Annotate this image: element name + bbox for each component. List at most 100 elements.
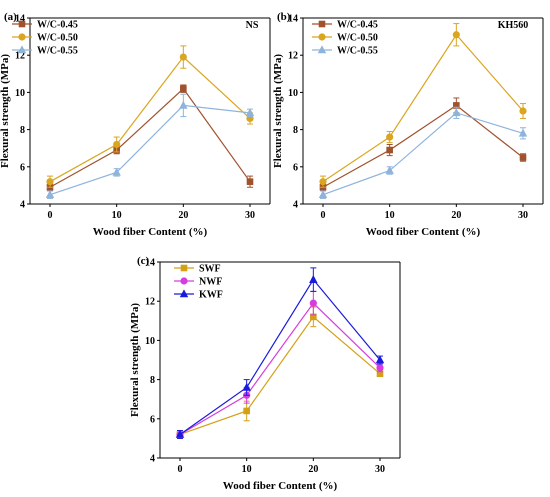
panel-a-y-tick-label: 14 xyxy=(15,14,25,25)
panel-a-legend-label: W/C-0.45 xyxy=(37,20,78,31)
panel-c-x-tick-label: 0 xyxy=(178,464,183,475)
panel-a-legend-label: W/C-0.50 xyxy=(37,33,78,44)
panel-c-data-point xyxy=(309,299,317,307)
panel-c-legend-label: KWF xyxy=(199,290,223,301)
panel-a-data-point xyxy=(246,178,254,185)
panel-b-legend-marker xyxy=(318,33,326,41)
panel-a-x-axis-title: Wood fiber Content (%) xyxy=(93,226,208,238)
panel-a-legend-marker xyxy=(18,20,26,28)
panel-b-y-tick-label: 6 xyxy=(293,162,298,173)
panel-a-data-point xyxy=(179,100,188,109)
panel-b-series-line xyxy=(322,104,524,188)
panel-c-data-point xyxy=(375,355,385,364)
panel-a-legend-marker xyxy=(18,33,26,41)
panel-b-data-point xyxy=(452,31,460,39)
panel-c-data-point xyxy=(376,364,384,372)
panel-b-x-tick-label: 30 xyxy=(518,210,528,221)
panel-b-y-tick-label: 4 xyxy=(293,200,298,211)
panel-b-x-tick-label: 20 xyxy=(451,210,461,221)
panel-b-data-point xyxy=(318,190,328,198)
panel-a-series-1 xyxy=(46,45,254,188)
panel-c-y-axis-title: Flexural strength (MPa) xyxy=(129,303,141,417)
panel-c-legend-label: SWF xyxy=(199,264,221,275)
panel-b-data-point xyxy=(452,108,461,117)
panel-b-y-tick-label: 12 xyxy=(288,51,298,62)
panel-a-x-tick-label: 20 xyxy=(178,210,188,221)
panel-b-data-point xyxy=(386,133,394,141)
panel-c: 4 6 8 10 12 14 0 10 20 30 Wood fiber Content (%) Fl… xyxy=(129,255,401,492)
panel-b-data-point xyxy=(518,128,528,137)
panel-b-y-tick-label: 10 xyxy=(288,88,298,99)
panel-c-legend-marker xyxy=(179,289,189,298)
panel-a-series-2 xyxy=(45,93,255,199)
panel-a-y-tick-label: 6 xyxy=(20,162,25,173)
panel-c-y-tick-label: 8 xyxy=(150,375,155,386)
panel-c-series-line xyxy=(179,302,381,435)
panel-c-y-tick-label: 12 xyxy=(145,297,155,308)
panel-a-data-point xyxy=(46,178,54,186)
panel-b-series-line xyxy=(322,112,524,196)
panel-b-data-point xyxy=(319,178,327,186)
panel-b-data-point xyxy=(519,107,527,115)
panel-c-legend-marker xyxy=(180,277,188,285)
panel-c-legend: SWF NWF KWF xyxy=(174,264,223,301)
panel-c-legend-label: NWF xyxy=(199,277,222,288)
panel-a: 4 6 8 10 12 14 0 10 20 30 Wood fiber Content (%) Fl… xyxy=(0,11,271,238)
panel-c-x-tick-label: 30 xyxy=(375,464,385,475)
panel-c-series-line xyxy=(179,278,381,435)
panel-b-data-point xyxy=(385,165,394,174)
panel-a-annotation: NS xyxy=(246,20,259,31)
panel-a-x-tick-label: 10 xyxy=(112,210,122,221)
panel-a-series-line xyxy=(49,87,251,188)
panel-b-x-tick-label: 10 xyxy=(385,210,395,221)
panel-b-x-tick-label: 0 xyxy=(321,210,326,221)
panel-c-x-axis-title: Wood fiber Content (%) xyxy=(223,480,338,492)
panel-b-legend-label: W/C-0.55 xyxy=(337,46,378,57)
panel-a-y-axis-title: Flexural strength (MPa) xyxy=(0,54,11,168)
panel-a-x-tick-label: 30 xyxy=(245,210,255,221)
panel-b-x-axis-title: Wood fiber Content (%) xyxy=(366,226,481,238)
panel-b-legend: W/C-0.45 W/C-0.50 W/C-0.55 xyxy=(312,20,378,57)
panel-c-legend-marker xyxy=(180,264,188,272)
panel-b-legend-label: W/C-0.45 xyxy=(337,20,378,31)
panel-b-y-tick-label: 8 xyxy=(293,125,298,136)
panel-b-data-point xyxy=(519,154,527,161)
panel-c-series-1 xyxy=(176,290,384,439)
panel-a-x-tick-label: 0 xyxy=(48,210,53,221)
panel-a-data-point xyxy=(45,190,55,198)
panel-b-legend-marker xyxy=(318,20,326,28)
panel-a-data-point xyxy=(112,167,121,176)
panel-b-y-tick-label: 14 xyxy=(288,14,298,25)
panel-b-legend-marker xyxy=(317,45,327,54)
panel-c-data-point xyxy=(175,429,185,438)
panel-c-series-2 xyxy=(175,267,385,439)
panel-b-label: (b) xyxy=(277,11,291,23)
panel-a-y-tick-label: 8 xyxy=(20,125,25,136)
panel-c-y-tick-label: 6 xyxy=(150,414,155,425)
panel-c-x-tick-label: 10 xyxy=(242,464,252,475)
panel-b-y-axis-title: Flexural strength (MPa) xyxy=(272,54,284,168)
panel-a-legend-label: W/C-0.55 xyxy=(37,46,78,57)
panel-c-y-tick-label: 14 xyxy=(145,258,155,269)
panel-b-series-0 xyxy=(319,97,527,192)
panel-b-series-2 xyxy=(318,106,528,199)
panel-a-y-tick-label: 12 xyxy=(15,51,25,62)
panel-c-series-line xyxy=(179,315,381,436)
panel-b-legend-label: W/C-0.50 xyxy=(337,33,378,44)
panel-c-label: (c) xyxy=(137,255,150,267)
panel-a-legend: W/C-0.45 W/C-0.50 W/C-0.55 xyxy=(12,20,78,57)
panel-c-data-point xyxy=(309,274,318,283)
panel-c-data-point xyxy=(243,407,250,415)
panel-b-annotation: KH560 xyxy=(498,20,529,31)
panel-a-legend-marker xyxy=(17,45,27,54)
panel-c-y-tick-label: 10 xyxy=(145,336,155,347)
panel-a-data-point xyxy=(179,53,187,61)
panel-b-series-1 xyxy=(319,23,527,188)
panel-a-series-line xyxy=(49,56,251,183)
panel-c-data-point xyxy=(242,382,251,391)
panel-b-series-line xyxy=(322,33,524,183)
panel-a-series-line xyxy=(49,104,251,196)
panel-a-y-tick-label: 10 xyxy=(15,88,25,99)
panel-a-label: (a) xyxy=(4,11,17,23)
